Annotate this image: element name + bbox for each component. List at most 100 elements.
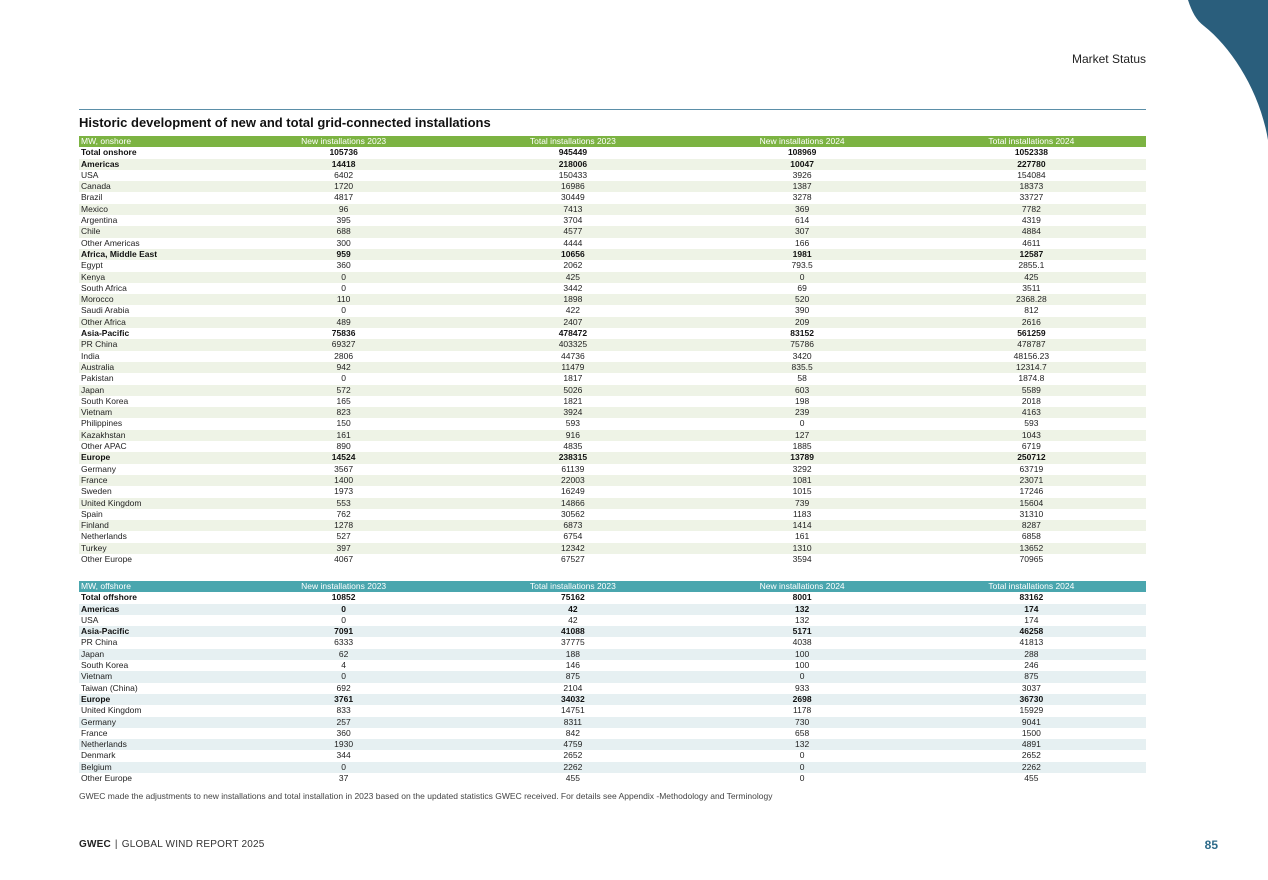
row-label: Egypt [81, 260, 103, 271]
table-cell: 1310 [792, 542, 812, 553]
onshore-header-new-2023: New installations 2023 [301, 136, 387, 146]
row-label: South Africa [81, 282, 127, 293]
table-cell: 105736 [329, 147, 358, 158]
table-cell: 3511 [1022, 282, 1041, 293]
row-label: France [81, 727, 108, 738]
table-cell: 5171 [792, 626, 812, 637]
table-cell: 959 [336, 248, 351, 259]
table-cell: 4759 [563, 739, 583, 750]
table-cell: 0 [799, 671, 805, 682]
row-label: PR China [81, 339, 118, 350]
table-cell: 1400 [334, 474, 354, 485]
table-cell: 146 [565, 660, 580, 671]
table-row: Chile 688 4577 307 4884 [79, 226, 1146, 238]
offshore-header-new-2024: New installations 2024 [759, 581, 845, 591]
table-cell: 83152 [790, 328, 814, 339]
table-cell: 15604 [1019, 497, 1044, 508]
row-label: Canada [81, 181, 111, 192]
table-cell: 1414 [792, 520, 812, 531]
row-label: Vietnam [81, 407, 113, 418]
table-cell: 4163 [1021, 407, 1041, 418]
table-cell: 110 [336, 294, 351, 305]
table-cell: 238315 [558, 452, 588, 463]
table-cell: 4891 [1021, 739, 1041, 750]
table-cell: 942 [336, 361, 351, 372]
table-row: Egypt 360 2062 793.5 2855.1 [79, 260, 1146, 271]
table-row: Other Europe 37 455 0 455 [79, 773, 1146, 784]
table-cell: 614 [795, 215, 810, 226]
table-cell: 835.5 [791, 361, 813, 372]
table-cell: 561259 [1017, 328, 1046, 339]
table-cell: 0 [341, 271, 346, 282]
table-cell: 572 [336, 384, 351, 395]
table-cell: 36730 [1019, 693, 1044, 704]
table-row: Germany 257 8311 730 9041 [79, 716, 1146, 728]
table-row: Germany 3567 61139 3292 63719 [79, 464, 1146, 475]
table-cell: 0 [341, 305, 346, 316]
table-cell: 1981 [792, 248, 812, 259]
table-cell: 8287 [1021, 520, 1041, 531]
table-cell: 1183 [792, 508, 812, 519]
table-cell: 875 [565, 671, 580, 682]
table-cell: 13789 [790, 452, 814, 463]
table-cell: 4 [341, 660, 346, 671]
table-cell: 6754 [563, 531, 583, 542]
table-cell: 7413 [563, 203, 583, 214]
table-cell: 933 [795, 682, 810, 693]
table-cell: 42 [568, 614, 578, 625]
row-label: Taiwan (China) [81, 682, 138, 693]
row-label: Total onshore [81, 147, 137, 158]
table-cell: 100 [795, 660, 810, 671]
table-cell: 1043 [1021, 429, 1041, 440]
table-cell: 1278 [334, 520, 354, 531]
table-row: France 360 842 658 1500 [79, 728, 1146, 739]
table-cell: 48156.23 [1013, 350, 1050, 361]
table-cell: 58 [797, 373, 807, 384]
table-row: Kazakhstan 161 916 127 1043 [79, 429, 1146, 442]
row-label: Americas [81, 603, 120, 614]
table-row: Kenya 0 425 0 425 [79, 271, 1146, 283]
row-label: Vietnam [81, 671, 113, 682]
row-label: United Kingdom [81, 497, 142, 508]
table-row: Europe 14524 238315 13789 250712 [79, 452, 1146, 464]
table-cell: 2652 [563, 750, 583, 761]
table-row: Canada 1720 16986 1387 18373 [79, 181, 1146, 193]
onshore-body: Total onshore 105736 945449 108969 1052338 Am… [79, 147, 1146, 565]
table-cell: 41813 [1019, 637, 1044, 648]
table-cell: 14751 [561, 705, 585, 716]
table-cell: 83162 [1019, 592, 1044, 603]
table-cell: 42 [568, 603, 578, 614]
row-label: South Korea [81, 660, 129, 671]
table-cell: 75162 [561, 592, 585, 603]
table-row: Spain 762 30562 1183 31310 [79, 509, 1146, 520]
table-row: Asia-Pacific 7091 41088 5171 46258 [79, 626, 1146, 638]
row-label: Denmark [81, 750, 116, 761]
table-cell: 1930 [334, 739, 354, 750]
table-cell: 1720 [334, 181, 354, 192]
table-cell: 360 [336, 727, 351, 738]
table-cell: 67527 [561, 553, 585, 564]
table-cell: 250712 [1017, 452, 1046, 463]
table-cell: 520 [795, 294, 810, 305]
table-cell: 209 [795, 316, 810, 327]
table-cell: 13652 [1019, 542, 1044, 553]
row-label: USA [81, 169, 99, 180]
row-label: Netherlands [81, 531, 127, 542]
table-cell: 17246 [1019, 486, 1044, 497]
table-row: Turkey 397 12342 1310 13652 [79, 542, 1146, 554]
table-cell: 1081 [792, 474, 812, 485]
table-cell: 218006 [558, 158, 588, 169]
table-cell: 69 [797, 282, 807, 293]
table-cell: 132 [795, 739, 810, 750]
table-cell: 2616 [1021, 316, 1041, 327]
table-cell: 127 [795, 429, 810, 440]
table-cell: 455 [1024, 773, 1039, 784]
row-label: Sweden [81, 486, 112, 497]
table-cell: 150 [336, 418, 351, 429]
table-cell: 2104 [563, 682, 583, 693]
table-row: PR China 6333 37775 4038 41813 [79, 637, 1146, 648]
row-label: Morocco [81, 294, 114, 305]
table-cell: 0 [341, 614, 346, 625]
row-label: Saudi Arabia [81, 305, 130, 316]
row-label: Other Europe [81, 773, 133, 784]
